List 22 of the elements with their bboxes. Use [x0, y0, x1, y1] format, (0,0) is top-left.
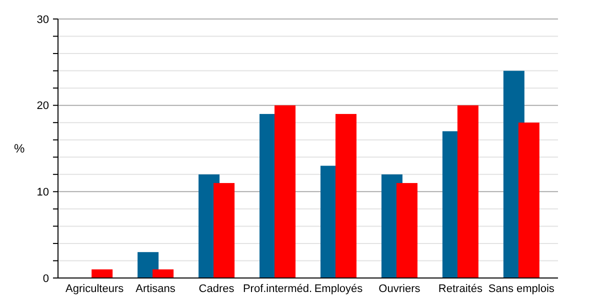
y-axis-title: % — [14, 142, 25, 156]
x-tick-label: Retraités — [438, 283, 483, 295]
bar — [457, 105, 478, 278]
bar — [214, 183, 235, 278]
bar — [92, 269, 113, 278]
x-tick-label: Ouvriers — [378, 283, 421, 295]
x-tick-label: Cadres — [198, 283, 235, 295]
y-tick-label: 0 — [42, 272, 49, 285]
bar — [396, 183, 418, 278]
x-tick-label: Artisans — [136, 283, 176, 295]
y-tick-label: 20 — [36, 100, 49, 112]
bar — [138, 252, 159, 278]
bar — [518, 122, 540, 278]
bar — [335, 114, 356, 278]
bar — [274, 105, 296, 278]
x-tick-label: Employés — [314, 283, 364, 295]
x-tick-label: Agriculteurs — [66, 283, 124, 295]
x-tick-label: Sans emplois — [488, 283, 555, 295]
bar — [152, 269, 174, 278]
y-tick-label: 30 — [36, 14, 49, 26]
x-tick-label: Prof.interméd. — [242, 283, 312, 295]
y-tick-label: 10 — [36, 186, 49, 199]
